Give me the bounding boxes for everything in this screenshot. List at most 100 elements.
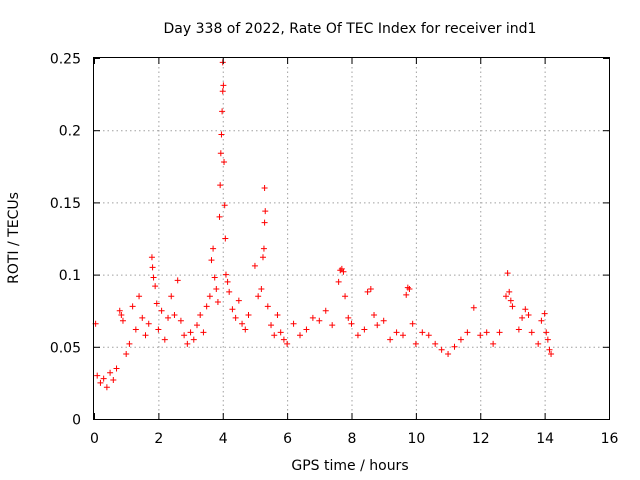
data-point <box>309 314 316 321</box>
data-point <box>425 332 432 339</box>
data-point <box>544 336 551 343</box>
data-point <box>211 274 218 281</box>
data-point <box>258 286 265 293</box>
data-point <box>229 306 236 313</box>
data-point <box>139 314 146 321</box>
data-point <box>165 314 172 321</box>
x-tick-label: 4 <box>219 431 228 447</box>
data-point <box>284 340 291 347</box>
data-point <box>548 351 555 358</box>
y-axis-label: ROTI / TECUs <box>6 192 22 284</box>
data-point <box>226 288 233 295</box>
data-point <box>316 317 323 324</box>
data-point <box>387 336 394 343</box>
data-point <box>255 293 262 300</box>
data-point <box>541 310 548 317</box>
data-point <box>264 303 271 310</box>
data-point <box>100 375 107 382</box>
data-point <box>522 306 529 313</box>
axis-ticks: 0 2 4 6 8 10 12 14 16 0 0.05 0.1 0.15 0.2 0.25 <box>50 52 619 448</box>
data-point <box>171 312 178 319</box>
data-point <box>158 307 165 314</box>
data-point <box>187 329 194 336</box>
data-point <box>219 88 226 95</box>
data-point <box>504 270 511 277</box>
y-tick-label: 0 <box>72 413 81 429</box>
data-point <box>538 317 545 324</box>
data-point <box>177 317 184 324</box>
data-point <box>221 202 228 209</box>
data-point <box>181 332 188 339</box>
data-point <box>242 326 249 333</box>
data-point <box>214 299 221 306</box>
data-point <box>438 346 445 353</box>
data-point <box>483 329 490 336</box>
x-tick-label: 12 <box>472 431 490 447</box>
data-point <box>203 303 210 310</box>
data-point <box>546 346 553 353</box>
data-point <box>451 343 458 350</box>
data-point <box>261 184 268 191</box>
y-tick-label: 0.05 <box>50 340 81 356</box>
data-point <box>168 293 175 300</box>
data-point <box>142 332 149 339</box>
data-point <box>361 326 368 333</box>
data-point <box>208 257 215 264</box>
data-point <box>219 108 226 115</box>
data-point <box>184 340 191 347</box>
data-point <box>200 329 207 336</box>
data-point <box>224 278 231 285</box>
x-tick-label: 14 <box>536 431 554 447</box>
data-point <box>329 322 336 329</box>
data-point <box>348 320 355 327</box>
data-point <box>221 158 228 165</box>
data-point <box>152 283 159 290</box>
data-point <box>507 297 514 304</box>
data-point <box>354 332 361 339</box>
data-point <box>277 329 284 336</box>
data-point <box>506 288 513 295</box>
data-point <box>290 320 297 327</box>
data-point <box>103 384 110 391</box>
y-tick-label: 0.25 <box>50 52 81 68</box>
data-point <box>543 329 550 336</box>
data-point <box>218 131 225 138</box>
data-point <box>113 365 120 372</box>
chart-title: Day 338 of 2022, Rate Of TEC Index for r… <box>164 21 537 37</box>
x-tick-label: 2 <box>154 431 163 447</box>
data-point <box>97 379 104 386</box>
data-point <box>107 369 114 376</box>
data-point <box>297 332 303 339</box>
data-point <box>374 322 381 329</box>
data-point <box>220 82 227 89</box>
data-point <box>153 300 160 307</box>
y-tick-label: 0.2 <box>59 124 81 140</box>
data-point <box>148 254 155 261</box>
data-point <box>340 268 347 275</box>
data-point <box>503 293 509 300</box>
data-point <box>464 329 471 336</box>
data-point <box>412 340 419 347</box>
data-point <box>345 314 352 321</box>
data-point <box>94 372 101 379</box>
data-point <box>477 332 484 339</box>
data-point <box>268 322 275 329</box>
x-tick-label: 6 <box>283 431 292 447</box>
data-point <box>261 219 268 226</box>
data-point <box>150 274 157 281</box>
x-tick-label: 8 <box>348 431 357 447</box>
data-point <box>496 329 503 336</box>
data-point <box>132 326 139 333</box>
data-point <box>216 213 223 220</box>
y-tick-label: 0.1 <box>59 268 81 284</box>
data-point <box>322 307 329 314</box>
y-tick-label: 0.15 <box>50 196 81 212</box>
data-point <box>129 303 136 310</box>
data-point <box>259 254 266 261</box>
data-point <box>367 286 374 293</box>
data-point <box>123 351 130 358</box>
data-point <box>409 320 416 327</box>
data-point <box>280 336 287 343</box>
data-point <box>149 264 156 271</box>
